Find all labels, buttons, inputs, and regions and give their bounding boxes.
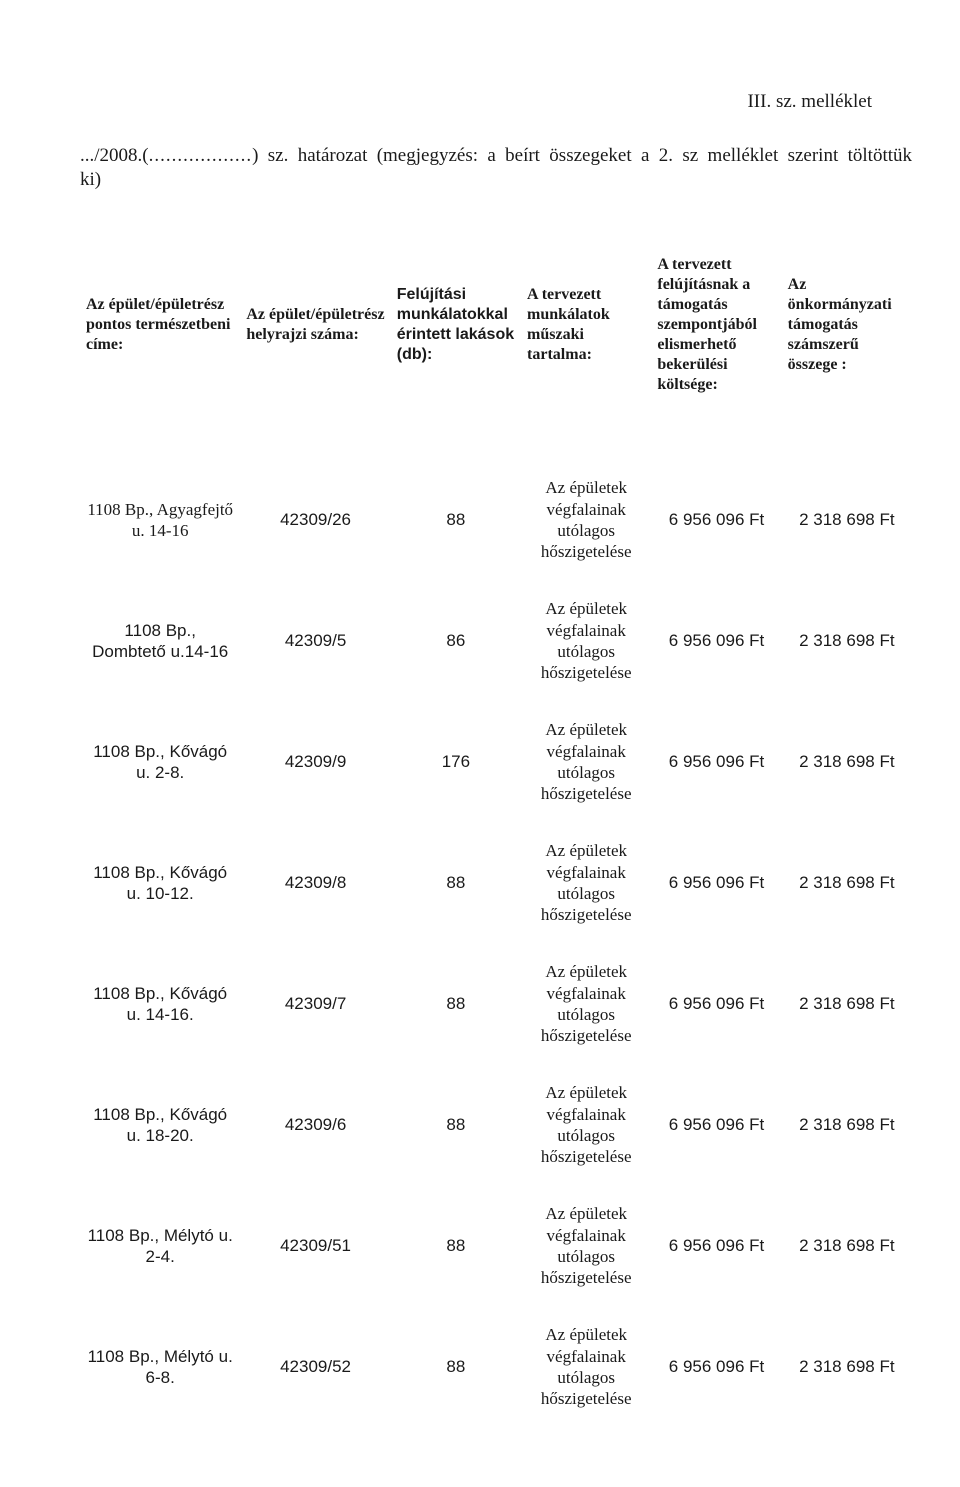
cell-subsidy: 2 318 698 Ft [782,580,912,701]
cell-flats: 88 [391,822,521,943]
table-row: 1108 Bp., Kővágó u. 14-16.42309/788Az ép… [80,943,912,1064]
cell-cost: 6 956 096 Ft [651,459,781,580]
table-row: 1108 Bp., Kővágó u. 18-20.42309/688Az ép… [80,1064,912,1185]
cell-hrsz: 42309/9 [240,701,390,822]
cell-hrsz: 42309/6 [240,1064,390,1185]
cell-address: 1108 Bp., Kővágó u. 18-20. [80,1064,240,1185]
table-header: Az épület/épületrész pontos természetben… [80,251,912,459]
cell-flats: 86 [391,580,521,701]
cell-flats: 88 [391,943,521,1064]
cell-address: 1108 Bp., Agyagfejtő u. 14-16 [80,459,240,580]
cell-content: Az épületek végfalainak utólagos hőszige… [521,943,651,1064]
cell-flats: 88 [391,1064,521,1185]
table-row: 1108 Bp., Kővágó u. 10-12.42309/888Az ép… [80,822,912,943]
cell-flats: 88 [391,1185,521,1306]
table-row: 1108 Bp., Dombtető u.14-1642309/586Az ép… [80,580,912,701]
intro-dots: .................. [149,145,253,166]
cell-content: Az épületek végfalainak utólagos hőszige… [521,822,651,943]
cell-subsidy: 2 318 698 Ft [782,701,912,822]
table-row: 1108 Bp., Kővágó u. 2-8.42309/9176Az épü… [80,701,912,822]
col-header-address: Az épület/épületrész pontos természetben… [80,251,240,399]
cell-cost: 6 956 096 Ft [651,1306,781,1427]
cell-hrsz: 42309/26 [240,459,390,580]
cell-subsidy: 2 318 698 Ft [782,1064,912,1185]
cell-cost: 6 956 096 Ft [651,822,781,943]
col-header-hrsz: Az épület/épületrész helyrajzi száma: [240,251,390,399]
cell-address: 1108 Bp., Kővágó u. 10-12. [80,822,240,943]
cell-address: 1108 Bp., Mélytó u. 2-4. [80,1185,240,1306]
cell-subsidy: 2 318 698 Ft [782,459,912,580]
cell-subsidy: 2 318 698 Ft [782,943,912,1064]
table-row: 1108 Bp., Mélytó u. 2-4.42309/5188Az épü… [80,1185,912,1306]
header-gap [80,399,912,459]
col-header-subsidy: Az önkormányzati támogatás számszerű öss… [782,251,912,399]
cell-address: 1108 Bp., Kővágó u. 2-8. [80,701,240,822]
table-body: 1108 Bp., Agyagfejtő u. 14-1642309/2688A… [80,459,912,1427]
attachment-label: III. sz. melléklet [80,90,912,114]
cell-content: Az épületek végfalainak utólagos hőszige… [521,1185,651,1306]
cell-subsidy: 2 318 698 Ft [782,1185,912,1306]
cell-address: 1108 Bp., Mélytó u. 6-8. [80,1306,240,1427]
cell-cost: 6 956 096 Ft [651,1185,781,1306]
cell-flats: 88 [391,1306,521,1427]
cell-content: Az épületek végfalainak utólagos hőszige… [521,459,651,580]
cell-cost: 6 956 096 Ft [651,943,781,1064]
cell-subsidy: 2 318 698 Ft [782,1306,912,1427]
cell-content: Az épületek végfalainak utólagos hőszige… [521,1064,651,1185]
intro-prefix: .../2008.( [80,145,149,166]
intro-paragraph: .../2008.(..................) sz. határo… [80,144,912,192]
cell-content: Az épületek végfalainak utólagos hőszige… [521,1306,651,1427]
table-row: 1108 Bp., Mélytó u. 6-8.42309/5288Az épü… [80,1306,912,1427]
cell-hrsz: 42309/5 [240,580,390,701]
cell-content: Az épületek végfalainak utólagos hőszige… [521,580,651,701]
data-table: Az épület/épületrész pontos természetben… [80,251,912,1427]
cell-flats: 88 [391,459,521,580]
cell-content: Az épületek végfalainak utólagos hőszige… [521,701,651,822]
cell-address: 1108 Bp., Kővágó u. 14-16. [80,943,240,1064]
cell-flats: 176 [391,701,521,822]
document-page: III. sz. melléklet .../2008.(...........… [0,0,960,1487]
cell-cost: 6 956 096 Ft [651,580,781,701]
cell-hrsz: 42309/8 [240,822,390,943]
cell-address: 1108 Bp., Dombtető u.14-16 [80,580,240,701]
cell-cost: 6 956 096 Ft [651,1064,781,1185]
cell-hrsz: 42309/7 [240,943,390,1064]
cell-hrsz: 42309/51 [240,1185,390,1306]
cell-hrsz: 42309/52 [240,1306,390,1427]
col-header-cost: A tervezett felújításnak a támogatás sze… [651,251,781,399]
cell-subsidy: 2 318 698 Ft [782,822,912,943]
col-header-flats: Felújítási munkálatokkal érintett lakáso… [391,251,521,399]
table-row: 1108 Bp., Agyagfejtő u. 14-1642309/2688A… [80,459,912,580]
cell-cost: 6 956 096 Ft [651,701,781,822]
col-header-content: A tervezett munkálatok műszaki tartalma: [521,251,651,399]
